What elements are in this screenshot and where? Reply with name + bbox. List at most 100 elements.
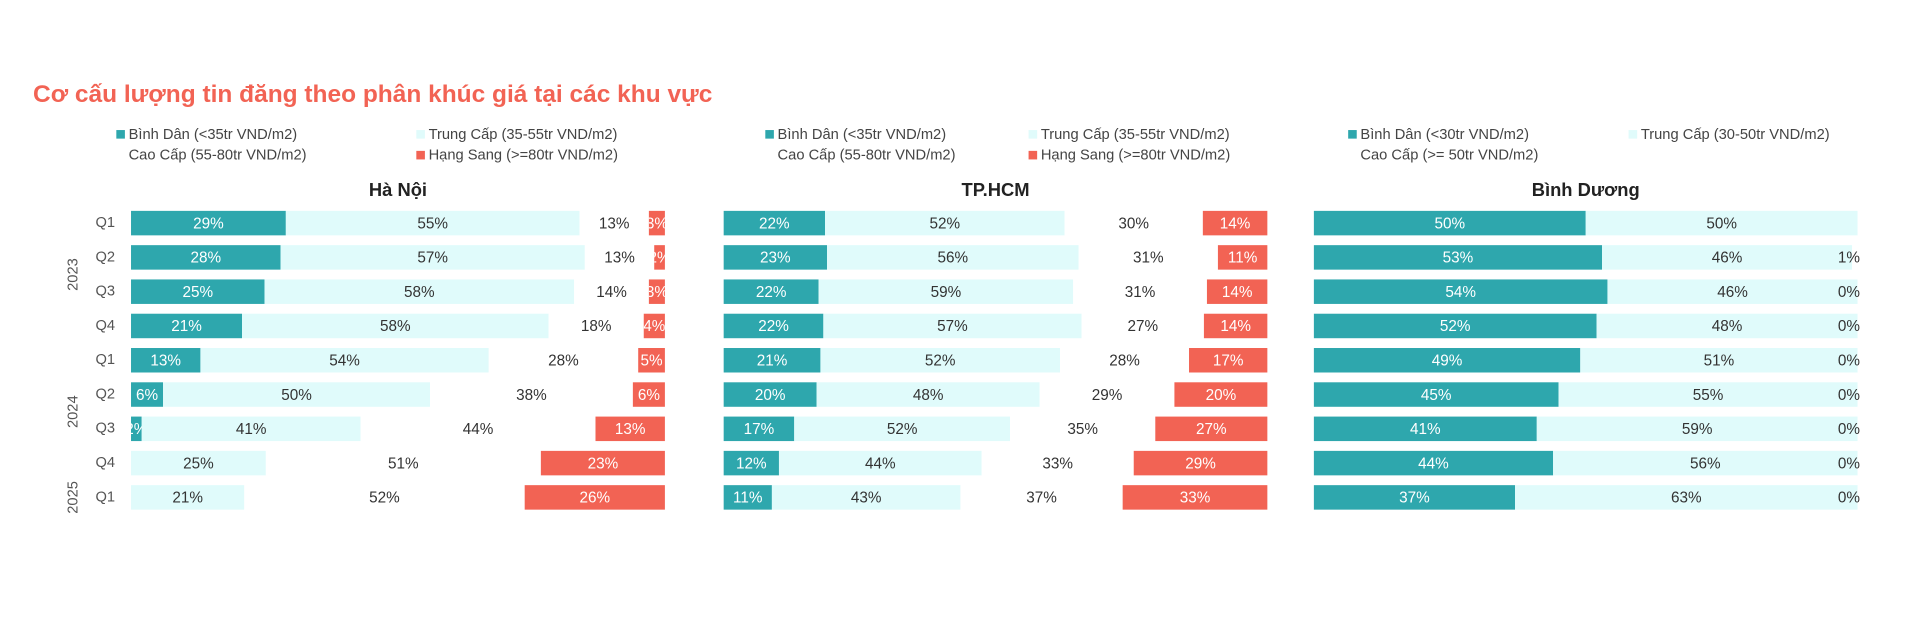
data-label: 11% xyxy=(1228,250,1258,267)
data-label: 37% xyxy=(1026,490,1057,507)
y-tick-label: Q3 xyxy=(96,421,116,437)
legend-label: Cao Cấp (55-80tr VND/m2) xyxy=(778,148,956,164)
bar-segment xyxy=(265,450,541,476)
data-label: 23% xyxy=(760,250,791,267)
data-label: 56% xyxy=(1690,455,1721,472)
bar-segment xyxy=(825,210,1065,236)
y-tick-label: Q1 xyxy=(96,215,116,231)
data-label: 12% xyxy=(736,455,767,472)
bar-segment xyxy=(1313,485,1516,510)
data-label: 44% xyxy=(463,421,494,438)
data-label: 41% xyxy=(1410,421,1441,438)
data-label: 46% xyxy=(1712,250,1743,267)
bar-segment xyxy=(1155,416,1268,442)
data-label: 6% xyxy=(136,387,159,404)
data-label: 0% xyxy=(1838,455,1861,472)
data-label: 0% xyxy=(1838,318,1861,335)
legend-label: Trung Cấp (35-55tr VND/m2) xyxy=(429,127,618,143)
data-label: 44% xyxy=(1418,455,1449,472)
data-label: 52% xyxy=(887,421,918,438)
legend-marker xyxy=(1628,130,1638,139)
data-label: 13% xyxy=(604,250,635,267)
legend-label: Bình Dân (<35tr VND/m2) xyxy=(129,127,298,143)
bar-segment xyxy=(1081,313,1204,339)
data-label: 55% xyxy=(417,215,448,232)
data-label: 33% xyxy=(1042,455,1073,472)
legend-marker xyxy=(416,150,425,160)
data-label: 58% xyxy=(404,284,435,301)
data-label: 3% xyxy=(646,215,669,232)
data-label: 25% xyxy=(182,284,213,301)
bar-segment xyxy=(981,450,1134,476)
bar-segment xyxy=(131,210,286,236)
data-label: 48% xyxy=(913,387,944,404)
data-label: 54% xyxy=(1445,284,1476,301)
y-tick-label: Q3 xyxy=(96,284,116,300)
data-label: 27% xyxy=(1127,318,1158,335)
bar-segment xyxy=(1852,245,1858,270)
data-label: 13% xyxy=(599,215,630,232)
bar-segment xyxy=(816,382,1040,407)
legend-marker xyxy=(416,130,425,139)
bar-segment xyxy=(595,416,665,442)
data-label: 28% xyxy=(190,250,221,267)
bar-segment xyxy=(131,245,281,270)
data-label: 22% xyxy=(756,284,787,301)
data-label: 0% xyxy=(1838,284,1861,301)
bar-segment xyxy=(584,245,655,270)
data-label: 43% xyxy=(851,490,882,507)
legend-marker xyxy=(116,150,125,160)
bar-segment xyxy=(723,382,817,407)
bar-segment xyxy=(1553,450,1858,476)
data-label: 30% xyxy=(1118,215,1149,232)
data-label: 28% xyxy=(548,353,579,370)
bar-segment xyxy=(723,210,826,236)
bar-segment xyxy=(723,416,795,442)
bar-segment xyxy=(723,348,821,373)
bar-segment xyxy=(1122,485,1268,510)
bar-segment xyxy=(1602,245,1853,270)
bar-segment xyxy=(638,348,665,373)
y-tick-label: Q2 xyxy=(96,249,116,265)
bar-segment xyxy=(1202,210,1268,236)
bar-segment xyxy=(131,416,142,442)
year-label: 2023 xyxy=(65,258,81,291)
data-label: 53% xyxy=(1443,250,1474,267)
bar-segment xyxy=(827,245,1079,270)
legend-marker xyxy=(116,130,125,139)
legend-marker xyxy=(1348,150,1357,160)
data-label: 28% xyxy=(1109,353,1140,370)
bar-segment xyxy=(648,279,665,304)
bar-segment xyxy=(794,416,1011,442)
data-label: 50% xyxy=(281,387,312,404)
data-label: 51% xyxy=(1704,353,1735,370)
legend-marker xyxy=(1028,130,1038,139)
data-label: 5% xyxy=(640,353,663,370)
bar-segment xyxy=(244,485,525,510)
data-label: 29% xyxy=(193,215,224,232)
data-label: 52% xyxy=(1440,318,1471,335)
bar-segment xyxy=(1174,382,1268,407)
data-label: 14% xyxy=(596,284,627,301)
legend-label: Trung Cấp (35-55tr VND/m2) xyxy=(1041,127,1230,143)
data-label: 3% xyxy=(646,284,669,301)
year-label: 2024 xyxy=(65,395,81,428)
bar-segment xyxy=(723,485,772,510)
panel-title: Bình Dương xyxy=(1532,179,1640,200)
data-label: 20% xyxy=(1206,387,1237,404)
legend-label: Hạng Sang (>=80tr VND/m2) xyxy=(1041,148,1230,164)
bar-segment xyxy=(1585,210,1858,236)
bar-segment xyxy=(1313,245,1603,270)
bar-segment xyxy=(540,450,665,476)
data-label: 51% xyxy=(388,455,419,472)
bar-segment xyxy=(1313,210,1586,236)
data-label: 22% xyxy=(758,318,789,335)
bar-segment xyxy=(131,313,243,339)
data-label: 29% xyxy=(1185,455,1216,472)
year-label: 2025 xyxy=(65,481,81,514)
data-label: 11% xyxy=(733,490,763,507)
bar-segment xyxy=(1217,245,1268,270)
bar-segment xyxy=(1078,245,1218,270)
data-label: 1% xyxy=(1838,250,1861,267)
